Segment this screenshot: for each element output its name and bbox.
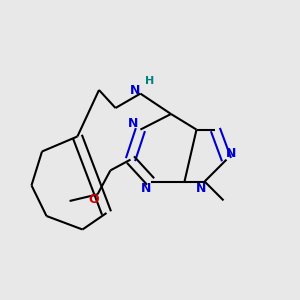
Text: N: N (128, 117, 138, 130)
Text: O: O (88, 193, 99, 206)
Text: N: N (141, 182, 152, 195)
Text: H: H (145, 76, 154, 86)
Text: N: N (226, 147, 236, 160)
Text: N: N (130, 84, 140, 97)
Text: N: N (196, 182, 206, 195)
